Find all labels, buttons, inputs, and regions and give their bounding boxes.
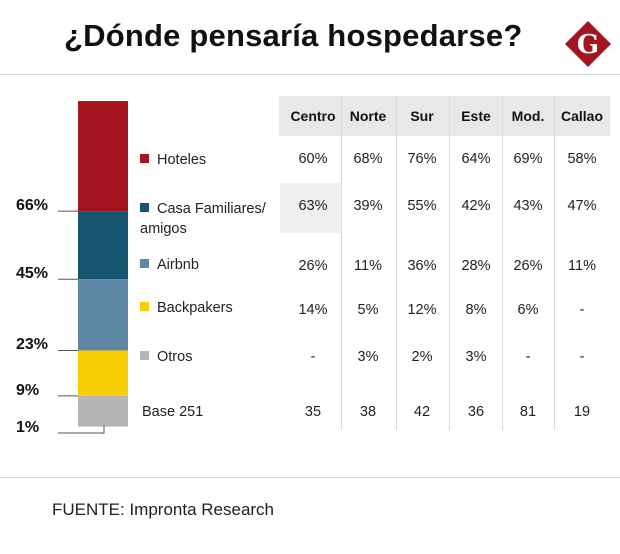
table-cell: 55%: [407, 198, 437, 214]
table-cell: 60%: [298, 151, 328, 167]
base-label: Base 251: [142, 404, 204, 420]
table-cell: -: [310, 349, 316, 365]
table-cell: 28%: [461, 258, 491, 274]
table-cell: 11%: [568, 258, 596, 274]
stack-percent-label: 23%: [16, 336, 49, 354]
base-value-cell: 35: [304, 404, 322, 420]
column-divider: [449, 96, 450, 430]
logo-letter: G: [577, 30, 599, 60]
table-cell: 2%: [411, 349, 433, 365]
stack-segment-backpakers: [78, 350, 128, 396]
column-header: Mod.: [511, 108, 545, 124]
table-cell: -: [525, 349, 531, 365]
table-cell: 39%: [353, 198, 383, 214]
header-divider: [0, 74, 620, 75]
leader-line: [58, 425, 105, 434]
table-cell: 36%: [407, 258, 437, 274]
stack-percent-label: 1%: [16, 419, 40, 436]
table-cell: 42%: [461, 198, 491, 214]
table-cell: 6%: [517, 302, 539, 318]
legend-label: Casa Familiares/: [157, 201, 266, 217]
legend-swatch: [140, 259, 149, 268]
legend-label: amigos: [140, 221, 187, 237]
legend-label: Backpakers: [157, 300, 233, 316]
stack-segment-airbnb: [78, 279, 128, 351]
table-cell: 12%: [407, 302, 437, 318]
highlight-cell: [280, 183, 341, 233]
logo-diamond: [565, 21, 611, 67]
table-cell: 5%: [357, 302, 379, 318]
table-cell: 76%: [407, 151, 437, 167]
table-cell: 8%: [465, 302, 487, 318]
legend-item: Hoteles: [140, 150, 206, 170]
legend-item: Casa Familiares/amigos: [140, 199, 266, 239]
footer-divider: [0, 477, 620, 478]
brand-logo: G: [565, 21, 611, 67]
column-header: Centro: [290, 108, 336, 124]
column-header: Callao: [560, 108, 603, 124]
base-value-cell: 38: [359, 404, 377, 420]
table-cell: 3%: [465, 349, 487, 365]
stack-segment-hoteles: [78, 101, 128, 212]
table-cell: 58%: [567, 151, 597, 167]
stack-segment-casa: [78, 211, 128, 280]
table-cell: 3%: [357, 349, 379, 365]
column-divider: [554, 96, 555, 430]
base-value-cell: 42: [413, 404, 431, 420]
table-cell: 47%: [567, 198, 597, 214]
legend-swatch: [140, 154, 149, 163]
column-divider: [396, 96, 397, 430]
stack-segment-otros: [78, 395, 128, 425]
legend-swatch: [140, 203, 149, 212]
table-cell: 68%: [353, 151, 383, 167]
stack-percent-label: 45%: [16, 265, 49, 283]
stack-segment-otros-line: [78, 423, 128, 427]
table-cell: 26%: [298, 258, 328, 274]
base-value-cell: 81: [519, 404, 537, 420]
column-divider: [502, 96, 503, 430]
source-note: FUENTE: Impronta Research: [52, 500, 275, 519]
table-cell: 11%: [354, 258, 382, 274]
base-value-cell: 19: [573, 404, 591, 420]
table-cell: 43%: [513, 198, 543, 214]
stack-percent-label: 9%: [16, 381, 40, 399]
table-cell: 14%: [298, 302, 328, 318]
table-cell: 63%: [298, 198, 328, 214]
table-cell: -: [579, 302, 585, 318]
stack-percent-label: 66%: [16, 197, 49, 215]
base-value-cell: 36: [467, 404, 485, 420]
legend-item: Backpakers: [140, 298, 233, 318]
legend-label: Hoteles: [157, 152, 207, 168]
table-cell: 26%: [513, 258, 543, 274]
table-cell: -: [579, 349, 585, 365]
legend-label: Otros: [157, 349, 193, 365]
legend-item: Otros: [140, 347, 192, 367]
column-divider: [341, 96, 342, 430]
legend-label: Airbnb: [157, 257, 199, 273]
legend-swatch: [140, 302, 149, 311]
table-cell: 64%: [461, 151, 491, 167]
page-title: ¿Dónde pensaría hospedarse?: [64, 18, 523, 53]
column-header: Este: [461, 108, 491, 124]
legend-swatch: [140, 351, 149, 360]
table-cell: 69%: [513, 151, 543, 167]
column-header: Sur: [410, 108, 434, 124]
column-header: Norte: [349, 108, 387, 124]
legend-item: Airbnb: [140, 255, 199, 275]
